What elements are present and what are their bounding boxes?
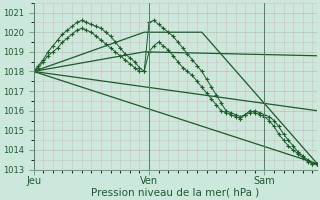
X-axis label: Pression niveau de la mer( hPa ): Pression niveau de la mer( hPa ) <box>91 187 260 197</box>
